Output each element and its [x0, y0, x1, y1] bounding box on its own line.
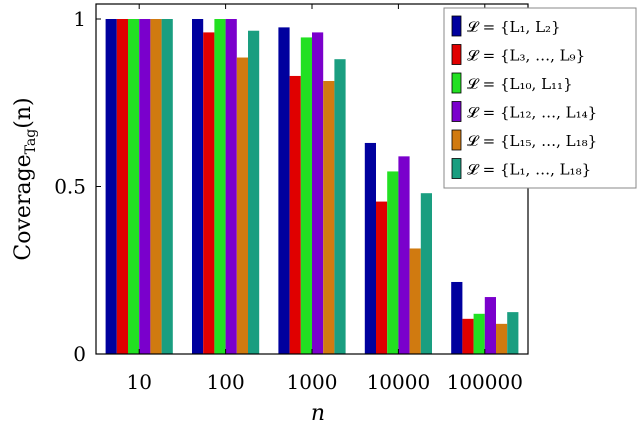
bar	[300, 37, 312, 355]
legend-swatch	[451, 129, 462, 151]
legend-label: 𝓛 = {L₁, L₂}	[467, 18, 561, 36]
legend-swatch	[451, 158, 462, 179]
bar	[116, 19, 128, 354]
bar	[203, 32, 215, 355]
bar	[192, 19, 204, 354]
legend-swatch	[451, 44, 462, 65]
y-tick-label: 0	[73, 342, 86, 366]
legend-label: 𝓛 = {L₃, …, L₉}	[467, 47, 585, 65]
bar	[312, 32, 324, 355]
bar	[150, 19, 162, 354]
legend-label: 𝓛 = {L₁₂, …, L₁₄}	[467, 104, 597, 122]
legend-swatch	[451, 72, 462, 94]
x-tick-label: 1000	[287, 370, 338, 394]
y-axis-ticks: 00.51	[54, 7, 528, 366]
legend-label: 𝓛 = {L₁₀, L₁₁}	[467, 75, 573, 93]
bar	[409, 248, 421, 354]
bar	[473, 313, 485, 354]
bar	[507, 312, 519, 354]
bar	[496, 323, 508, 354]
legend-swatch	[451, 15, 462, 37]
bar	[334, 59, 346, 354]
x-tick-label: 100	[207, 370, 245, 394]
bar	[451, 281, 463, 354]
legend-label: 𝓛 = {L₁, …, L₁₈}	[467, 161, 591, 179]
bar	[248, 30, 260, 354]
x-axis-title: n	[311, 401, 325, 426]
bar	[398, 156, 410, 354]
y-axis-title-suffix: (n)	[11, 97, 36, 128]
y-tick-label: 1	[73, 7, 86, 31]
bars-group	[105, 19, 519, 355]
legend-label: 𝓛 = {L₁₅, …, L₁₈}	[467, 132, 597, 150]
bar	[161, 19, 173, 354]
bar	[236, 57, 248, 355]
legend-swatch	[451, 101, 462, 122]
y-tick-label: 0.5	[54, 175, 86, 199]
bar	[420, 193, 432, 354]
y-axis-title: CoverageTag(n)	[11, 97, 39, 260]
y-axis-title-subscript: Tag	[23, 129, 39, 155]
bar	[105, 19, 117, 354]
x-tick-label: 100000	[447, 370, 523, 394]
bar	[139, 19, 151, 354]
bar	[364, 142, 376, 354]
bar	[387, 171, 399, 354]
y-axis-title-main: Coverage	[11, 154, 36, 260]
bar	[278, 27, 290, 354]
bar	[225, 19, 237, 354]
bar	[462, 318, 474, 354]
bar	[128, 19, 140, 354]
x-tick-label: 10000	[367, 370, 431, 394]
x-axis-ticks: 10 100 1000 10000 100000	[126, 4, 523, 394]
legend: 𝓛 = {L₁, L₂} 𝓛 = {L₃, …, L₉} 𝓛 = {L₁₀, L₁₁…	[443, 7, 637, 189]
bar	[214, 19, 226, 354]
bar	[289, 75, 301, 354]
x-tick-label: 10	[126, 370, 151, 394]
bar	[376, 201, 388, 354]
legend-box	[443, 7, 637, 189]
bar	[323, 80, 335, 354]
bar	[484, 297, 496, 354]
